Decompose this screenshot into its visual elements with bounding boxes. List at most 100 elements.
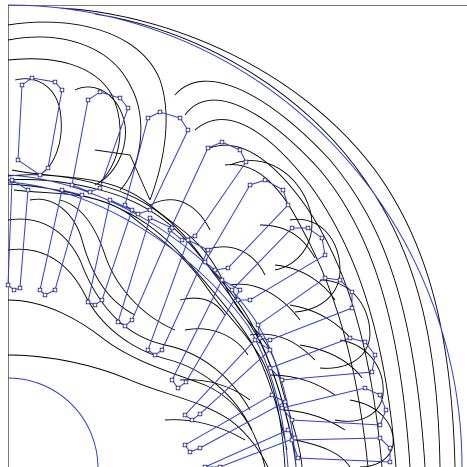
- mesh-node: [349, 305, 355, 311]
- mesh-node: [145, 347, 151, 353]
- flux-line: [149, 199, 211, 231]
- flux-line: [7, 179, 297, 467]
- stator-slot: [269, 337, 376, 381]
- mesh-node: [29, 75, 35, 81]
- flux-line: [274, 264, 336, 301]
- flux-line: [209, 144, 383, 467]
- mesh-node: [157, 109, 163, 115]
- mesh-node: [52, 287, 58, 293]
- mesh-node: [369, 369, 375, 375]
- rotor-slot: [171, 279, 241, 389]
- stator-slot: [169, 141, 247, 241]
- stator-slot: [291, 437, 391, 463]
- mesh-node: [52, 79, 58, 85]
- stator-slot: [231, 227, 326, 301]
- mesh-node: [59, 87, 65, 93]
- mesh-node: [377, 392, 383, 398]
- mesh-node: [9, 177, 15, 183]
- mesh-node: [387, 459, 393, 465]
- mesh-node: [387, 445, 393, 451]
- mesh-node: [289, 417, 295, 423]
- flux-line: [289, 304, 353, 341]
- mesh-node: [377, 422, 383, 428]
- mesh-node: [169, 225, 175, 231]
- mesh-node: [225, 265, 231, 271]
- mesh-node: [347, 335, 353, 341]
- flux-line: [249, 333, 316, 361]
- flux-line: [184, 328, 249, 356]
- flux-line: [334, 339, 384, 422]
- mesh-node: [337, 277, 343, 283]
- rotor-bore-arc: [7, 377, 99, 467]
- mesh-node: [237, 287, 243, 293]
- flux-line: [7, 354, 269, 467]
- flux-line: [7, 21, 167, 201]
- mesh-node: [237, 147, 243, 153]
- mesh-node: [289, 225, 295, 231]
- mesh-node: [267, 365, 273, 371]
- mesh-node: [280, 187, 286, 193]
- mesh-node: [17, 285, 23, 291]
- mesh-node: [169, 377, 175, 383]
- rotor-slot: [184, 339, 271, 421]
- mesh-node: [5, 282, 11, 288]
- frame: [8, 5, 467, 467]
- rotor-slot: [117, 217, 173, 327]
- mesh-node: [295, 455, 301, 461]
- mesh-node: [175, 385, 181, 391]
- mesh-node: [319, 235, 325, 241]
- flux-line: [7, 58, 121, 183]
- mesh-node: [362, 385, 368, 391]
- mesh-node: [362, 339, 368, 345]
- mesh-node: [147, 215, 153, 221]
- mesh-node: [129, 207, 135, 213]
- mesh-node: [235, 297, 241, 303]
- flux-line: [94, 13, 441, 467]
- mesh-node: [99, 297, 105, 303]
- mesh-node: [202, 464, 208, 467]
- flux-line: [349, 399, 394, 467]
- mesh-node: [107, 197, 113, 203]
- mesh-nodes: [5, 75, 393, 467]
- geometry: [7, 4, 463, 467]
- mesh-node: [37, 172, 43, 178]
- flux-line: [224, 164, 369, 467]
- mesh-node: [279, 377, 285, 383]
- mesh-node: [243, 159, 249, 165]
- mesh-node: [185, 127, 191, 133]
- flux-line: [7, 248, 253, 431]
- mesh-node: [97, 185, 103, 191]
- mesh-node: [145, 115, 151, 121]
- mesh-node: [269, 392, 275, 398]
- mesh-node: [202, 259, 208, 265]
- rotor-slot: [147, 239, 209, 356]
- mesh-node: [122, 323, 128, 329]
- mesh-node: [257, 335, 263, 341]
- mesh-node: [159, 347, 165, 353]
- flux-line: [319, 279, 371, 369]
- flux-line: [269, 374, 336, 396]
- flux-line: [59, 7, 456, 467]
- flux-line: [29, 198, 136, 316]
- flux-line: [74, 86, 126, 186]
- mesh-node: [267, 337, 273, 343]
- mesh-node: [383, 407, 389, 413]
- flux-line: [11, 169, 303, 467]
- flux-line: [164, 419, 246, 441]
- mesh-node: [115, 319, 121, 325]
- mesh-node: [212, 267, 218, 273]
- rotor-slot: [7, 179, 29, 291]
- mesh-node: [192, 233, 198, 239]
- rotor-slot: [204, 429, 296, 467]
- rotor-slot: [39, 189, 83, 296]
- flux-line: [294, 439, 351, 467]
- rotor-slot: [87, 199, 133, 306]
- mesh-node: [19, 82, 25, 88]
- mesh-node: [322, 252, 328, 258]
- mesh-node: [247, 297, 253, 303]
- outer-arc: [7, 4, 463, 467]
- mesh-node: [177, 115, 183, 121]
- mesh-node: [205, 247, 211, 253]
